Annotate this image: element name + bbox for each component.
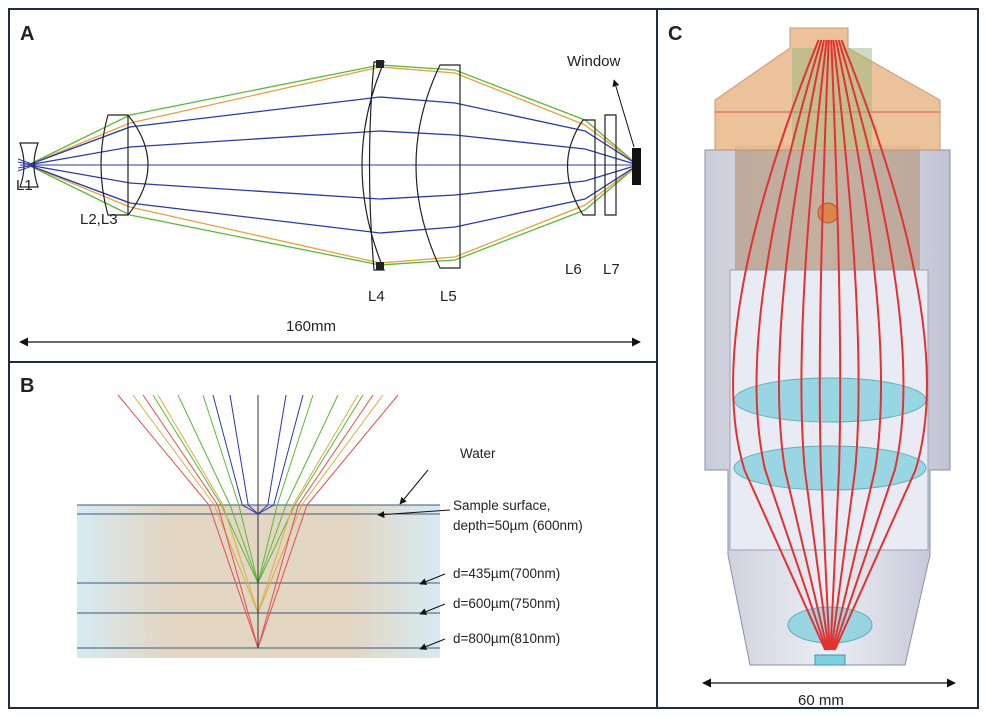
depth-label: d=435µm(700nm) (453, 566, 560, 581)
lens-label: L6 (565, 261, 582, 278)
ray (28, 165, 638, 233)
lens-label: L1 (16, 177, 33, 194)
panel-label: A (20, 23, 34, 45)
depth-label: d=600µm(750nm) (453, 596, 560, 611)
panel-label: C (668, 23, 682, 45)
lens-label: L2,L3 (80, 211, 118, 228)
window-label: Window (567, 53, 621, 70)
lens-mount (376, 262, 384, 270)
lens (362, 62, 384, 270)
medium-label: Water (460, 446, 496, 461)
lens (416, 65, 460, 268)
window (632, 148, 641, 185)
width-label: 60 mm (798, 692, 844, 709)
ray (28, 131, 638, 165)
screw (818, 203, 838, 223)
figure: L1 L2,L3 L4 L5 L6 L7 Window 160mm Water Sample s… (0, 0, 987, 717)
length-label: 160mm (286, 318, 336, 335)
depth-label: d=800µm(810nm) (453, 631, 560, 646)
surface-label: Sample surface, (453, 498, 551, 513)
lens-label: L4 (368, 288, 385, 305)
ray (28, 165, 638, 199)
lens-mount (376, 60, 384, 68)
panel-b: Water Sample surface, depth=50µm (600nm) d=… (77, 395, 583, 658)
lens (734, 446, 926, 490)
ray (230, 395, 258, 514)
ray (28, 67, 638, 165)
ray (28, 97, 638, 165)
panel-label: B (20, 375, 34, 397)
panel-c: 60 mm (703, 28, 955, 709)
surface-label: depth=50µm (600nm) (453, 518, 583, 533)
ray (258, 395, 286, 514)
pointer (400, 470, 428, 504)
pointer (614, 80, 634, 147)
lens (788, 607, 872, 643)
lens-label: L7 (603, 261, 620, 278)
lens-label: L5 (440, 288, 457, 305)
ray (28, 165, 638, 263)
panel-a: L1 L2,L3 L4 L5 L6 L7 Window 160mm (16, 53, 641, 342)
tip (815, 655, 845, 665)
lens (734, 378, 926, 422)
